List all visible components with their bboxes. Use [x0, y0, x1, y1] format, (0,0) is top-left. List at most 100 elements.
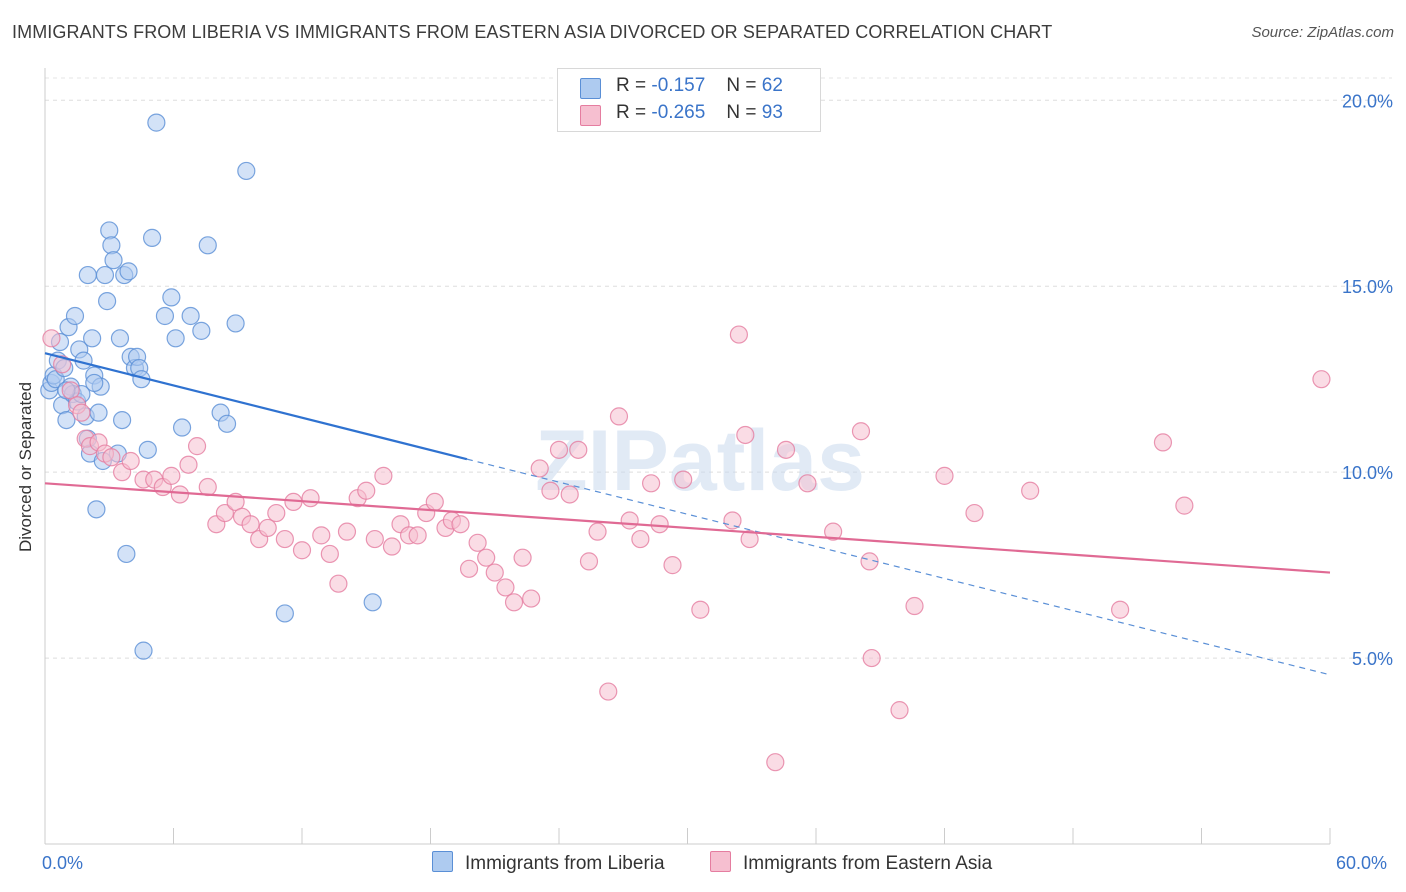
data-point — [198, 477, 217, 497]
data-point — [1111, 600, 1130, 619]
data-point — [477, 548, 496, 567]
data-point — [1153, 433, 1173, 452]
eastern-asia-legend-swatch — [710, 851, 731, 872]
y-tick-label: 10.0% — [1342, 463, 1393, 483]
data-point — [530, 459, 549, 478]
data-point — [691, 600, 710, 619]
data-point — [905, 596, 924, 616]
data-point — [935, 466, 954, 485]
data-point — [496, 578, 515, 597]
data-point — [147, 113, 166, 132]
data-point — [569, 440, 588, 459]
data-point — [162, 288, 181, 307]
data-point — [241, 515, 260, 534]
data-point — [408, 526, 427, 545]
data-point — [729, 325, 749, 344]
data-point — [275, 604, 294, 623]
data-point — [87, 500, 106, 519]
data-point — [312, 526, 331, 545]
data-point — [485, 563, 504, 582]
data-point — [98, 292, 117, 311]
data-point — [301, 489, 320, 508]
trend-lines — [44, 352, 1331, 676]
data-point — [588, 522, 607, 541]
data-point — [83, 329, 102, 348]
data-point — [162, 466, 181, 485]
source-label: Source: ZipAtlas.com — [1251, 24, 1394, 41]
bottom-legend-liberia: Immigrants from Liberia — [432, 851, 665, 875]
data-point — [138, 440, 157, 459]
data-point — [142, 228, 162, 247]
data-point — [258, 518, 277, 538]
liberia-n-value: 62 — [761, 75, 783, 96]
x-tick-max: 60.0% — [1336, 853, 1388, 873]
data-point — [851, 422, 871, 441]
r-label: R = — [616, 75, 647, 96]
data-point — [65, 306, 85, 326]
r-label: R = — [616, 102, 647, 123]
data-point — [641, 474, 661, 493]
data-point — [117, 544, 136, 564]
n-label: N = — [726, 102, 757, 123]
data-point — [631, 529, 650, 549]
data-point — [798, 474, 817, 493]
data-point — [965, 503, 984, 523]
data-point — [78, 265, 97, 285]
data-point — [72, 403, 91, 422]
data-point — [363, 593, 382, 612]
axes — [44, 68, 1331, 845]
stats-legend: R = -0.157 N = 62 R = -0.265 N = 93 — [557, 68, 821, 132]
data-point — [599, 682, 618, 701]
data-point — [226, 314, 245, 333]
y-tick-label: 20.0% — [1342, 91, 1393, 111]
data-point — [275, 529, 294, 549]
data-point — [824, 522, 843, 541]
data-point — [560, 485, 579, 504]
data-point — [42, 329, 61, 348]
liberia-trend-line — [44, 352, 468, 461]
data-point — [374, 466, 393, 485]
data-point — [89, 403, 108, 422]
data-point — [102, 236, 121, 255]
data-point — [425, 492, 444, 512]
data-point — [192, 321, 211, 340]
y-axis-label: Divorced or Separated — [16, 381, 35, 552]
data-point — [674, 470, 693, 489]
data-point — [541, 481, 560, 500]
data-point — [1312, 370, 1331, 389]
data-point — [215, 503, 234, 523]
data-point — [862, 648, 881, 668]
liberia-legend-swatch — [432, 851, 453, 872]
data-point — [217, 414, 237, 433]
data-point — [609, 407, 629, 426]
eastern-asia-r-value: -0.265 — [651, 102, 706, 123]
data-point — [459, 559, 479, 578]
data-point — [549, 440, 569, 459]
data-point — [170, 485, 190, 504]
liberia-legend-label: Immigrants from Liberia — [465, 853, 665, 874]
data-point — [95, 265, 115, 285]
n-label: N = — [726, 75, 757, 96]
data-point — [382, 537, 402, 556]
data-point — [337, 522, 357, 541]
data-point — [890, 701, 909, 720]
y-tick-label: 15.0% — [1342, 277, 1393, 297]
data-point — [522, 589, 541, 608]
data-point — [740, 529, 759, 549]
data-point — [650, 515, 669, 534]
data-point — [329, 574, 348, 593]
liberia-r-value: -0.157 — [651, 75, 706, 96]
y-tick-labels: 5.0% 10.0% 15.0% 20.0% — [1342, 91, 1393, 669]
data-point — [121, 451, 140, 471]
data-point — [85, 373, 104, 393]
data-point — [1175, 496, 1194, 515]
watermark: ZIPatlas — [535, 413, 865, 509]
eastern-asia-n-value: 93 — [761, 102, 783, 123]
data-point — [187, 437, 207, 456]
data-point — [57, 410, 76, 430]
x-tick-min: 0.0% — [42, 853, 84, 873]
data-point — [119, 262, 138, 281]
data-point — [451, 515, 470, 534]
liberia-points — [40, 113, 382, 660]
